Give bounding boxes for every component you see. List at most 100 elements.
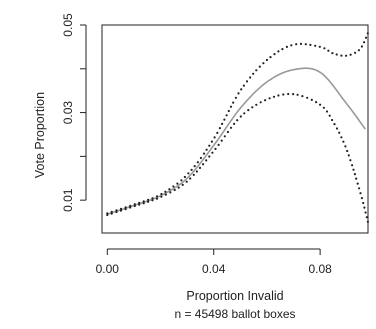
band-point: [181, 183, 184, 186]
band-point: [349, 159, 352, 162]
band-point: [198, 166, 202, 169]
band-point: [292, 93, 295, 96]
band-point: [285, 45, 288, 49]
band-point: [255, 103, 258, 106]
band-point: [234, 96, 237, 99]
band-point: [356, 182, 359, 185]
band-point: [331, 118, 334, 122]
band-point: [345, 54, 348, 57]
band-point: [196, 161, 199, 164]
band-point: [262, 62, 265, 65]
band-point: [362, 201, 365, 205]
band-point: [142, 200, 145, 203]
band-point: [319, 103, 322, 106]
band-point: [346, 149, 349, 153]
band-point: [290, 44, 293, 47]
band-point: [133, 203, 136, 206]
band-point: [315, 101, 318, 104]
band-point: [229, 126, 233, 129]
band-point: [223, 135, 226, 138]
band-point: [192, 173, 195, 176]
y-tick-label: 0.01: [61, 188, 75, 212]
band-point: [359, 192, 362, 195]
band-point: [119, 207, 123, 210]
band-point: [147, 200, 150, 203]
band-point: [208, 155, 211, 158]
band-point: [217, 143, 220, 146]
band-point: [115, 209, 118, 212]
band-point: [335, 53, 338, 56]
band-point: [232, 101, 235, 104]
band-point: [169, 191, 172, 194]
band-point: [344, 145, 347, 148]
band-point: [340, 54, 343, 57]
band-point: [177, 186, 180, 189]
band-point: [124, 206, 127, 209]
band-point: [115, 210, 118, 214]
band-point: [151, 199, 154, 202]
band-point: [355, 177, 358, 180]
band-point: [205, 148, 208, 151]
plot-frame: [101, 24, 369, 234]
band-point: [168, 188, 171, 191]
band-point: [187, 172, 190, 175]
band-point: [322, 106, 325, 109]
band-point: [306, 96, 309, 99]
band-point: [237, 92, 240, 95]
band-point: [180, 179, 183, 182]
band-point: [245, 80, 249, 83]
band-point: [202, 163, 205, 166]
band-point: [129, 204, 132, 207]
band-point: [160, 192, 163, 196]
band-point: [354, 51, 357, 54]
band-point: [216, 131, 219, 134]
band-point: [205, 159, 208, 162]
band-point: [133, 204, 136, 208]
y-tick-label: 0.03: [61, 101, 75, 125]
band-point: [106, 213, 109, 217]
band-point: [364, 36, 368, 39]
band-point: [328, 114, 331, 117]
band-point: [214, 147, 217, 150]
band-point: [304, 43, 307, 46]
band-point: [193, 165, 196, 168]
band-point: [110, 212, 113, 215]
band-point: [213, 136, 216, 139]
band-point: [353, 173, 356, 176]
band-point: [340, 136, 343, 139]
band-point: [124, 208, 127, 211]
band-point: [365, 216, 368, 219]
band-point: [155, 197, 159, 200]
band-point: [349, 53, 352, 56]
plot-marks: [106, 32, 369, 223]
band-point: [210, 140, 213, 143]
band-point: [347, 154, 350, 157]
band-point: [251, 106, 254, 109]
x-tick-label: 0.00: [96, 262, 120, 276]
y-tick-label: 0.05: [61, 13, 75, 37]
band-point: [227, 109, 230, 113]
band-point: [226, 130, 229, 134]
band-point: [295, 43, 298, 46]
band-point: [273, 53, 276, 56]
band-point: [296, 93, 299, 96]
band-point: [363, 41, 366, 44]
band-point: [331, 52, 334, 55]
band-point: [301, 95, 304, 98]
band-point: [208, 144, 211, 147]
band-point: [277, 94, 280, 97]
band-point: [172, 185, 175, 188]
band-point: [259, 101, 262, 104]
band-point: [277, 50, 280, 53]
band-point: [183, 175, 186, 179]
axes: 0.00 0.04 0.08 0.01 0.03 0.05: [61, 13, 332, 276]
x-tick-label: 0.04: [202, 262, 226, 276]
band-point: [358, 187, 361, 190]
band-point: [195, 170, 198, 173]
band-point: [185, 180, 188, 183]
band-point: [309, 43, 312, 47]
band-point: [211, 151, 214, 154]
band-point: [221, 122, 224, 125]
band-point: [268, 97, 271, 100]
band-point: [155, 195, 159, 198]
